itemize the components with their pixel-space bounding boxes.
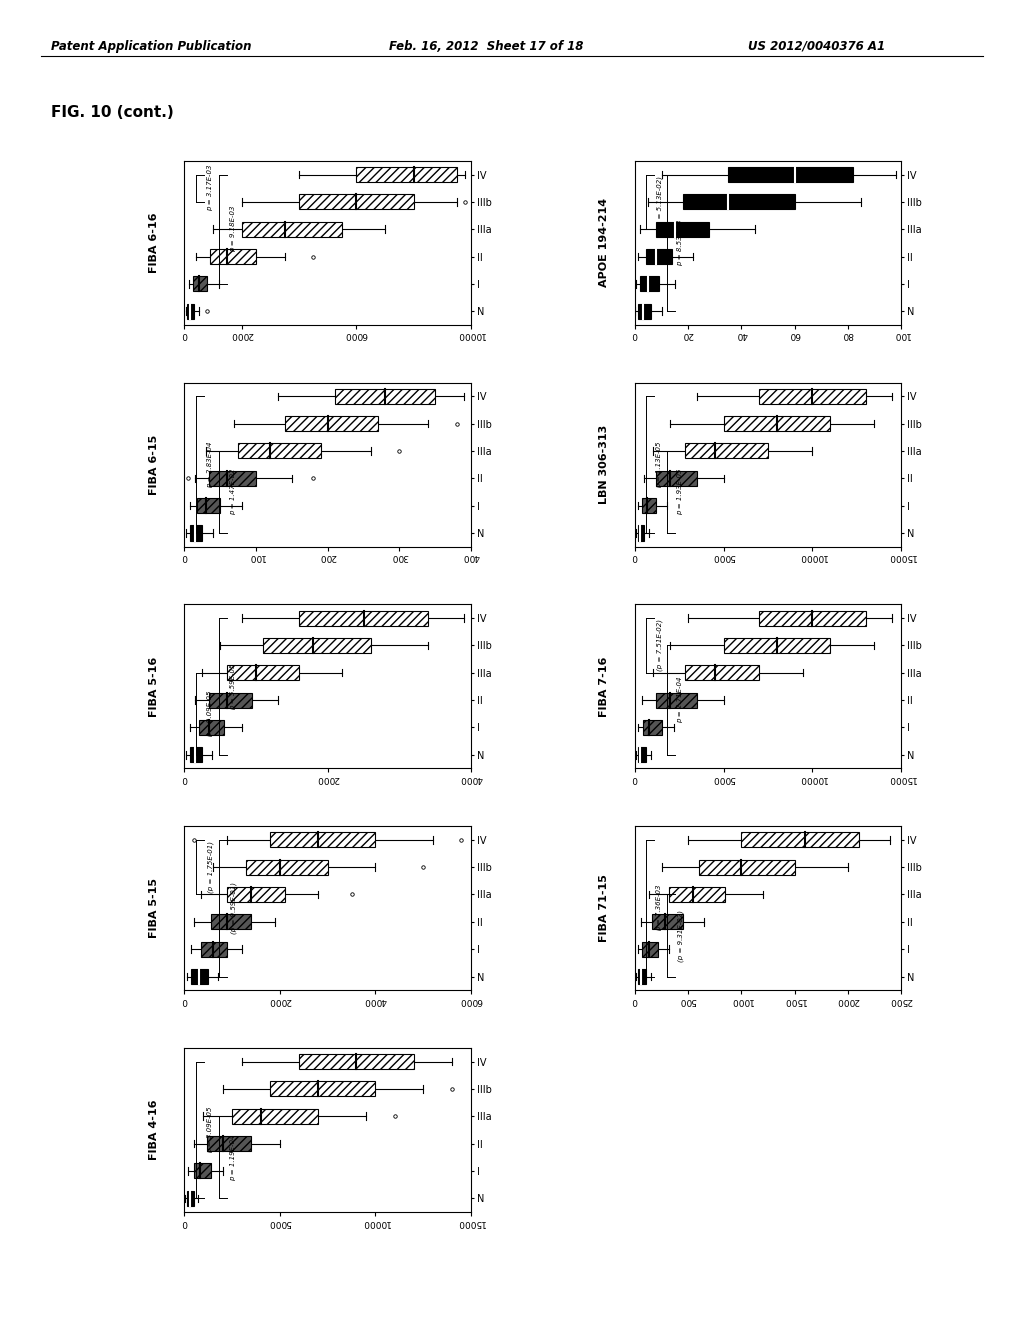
Bar bbox=[656, 222, 710, 236]
Bar bbox=[242, 222, 342, 236]
Text: FIG. 10 (cont.): FIG. 10 (cont.) bbox=[51, 104, 174, 120]
Text: p = 9.09E-05: p = 9.09E-05 bbox=[207, 690, 213, 737]
Text: FIBA 6-15: FIBA 6-15 bbox=[148, 434, 159, 495]
Text: FIBA 5-16: FIBA 5-16 bbox=[148, 656, 159, 717]
Text: FIBA 5-15: FIBA 5-15 bbox=[148, 878, 159, 939]
Text: Feb. 16, 2012  Sheet 17 of 18: Feb. 16, 2012 Sheet 17 of 18 bbox=[389, 40, 584, 53]
Text: p = 2.71E-04: p = 2.71E-04 bbox=[678, 677, 683, 723]
Text: p = 5.59E-05: p = 5.59E-05 bbox=[230, 663, 237, 710]
Text: FIBA 4-16: FIBA 4-16 bbox=[148, 1100, 159, 1160]
Bar bbox=[187, 304, 195, 318]
Text: p = 3.17E-03: p = 3.17E-03 bbox=[207, 165, 213, 211]
Text: (p = 5.13E-02): (p = 5.13E-02) bbox=[656, 176, 663, 228]
Bar bbox=[201, 941, 227, 957]
Bar bbox=[209, 471, 256, 486]
Bar bbox=[232, 1109, 318, 1123]
Bar bbox=[187, 1191, 194, 1205]
Bar bbox=[656, 471, 697, 486]
Bar bbox=[193, 276, 207, 292]
Bar bbox=[685, 444, 768, 458]
Text: LBN 306-313: LBN 306-313 bbox=[599, 425, 609, 504]
Text: p = 3.09E-05: p = 3.09E-05 bbox=[207, 1106, 213, 1154]
Text: FIBA 7-16: FIBA 7-16 bbox=[599, 656, 609, 717]
Bar bbox=[198, 498, 220, 513]
Bar bbox=[638, 969, 645, 983]
Text: FIBA 6-16: FIBA 6-16 bbox=[148, 213, 159, 273]
Bar bbox=[227, 665, 299, 680]
Bar bbox=[299, 611, 428, 626]
Bar bbox=[210, 249, 256, 264]
Bar bbox=[683, 194, 795, 210]
Bar bbox=[299, 194, 414, 210]
Bar bbox=[190, 747, 202, 762]
Bar bbox=[199, 719, 223, 735]
Bar bbox=[724, 638, 830, 653]
Text: (p = 9.59E-01): (p = 9.59E-01) bbox=[230, 882, 237, 935]
Text: p = 1.47E-02: p = 1.47E-02 bbox=[230, 469, 237, 515]
Text: (p = 1.75E-01): (p = 1.75E-01) bbox=[207, 841, 214, 894]
Text: p = 1.93E-05: p = 1.93E-05 bbox=[678, 469, 683, 515]
Bar bbox=[669, 887, 725, 902]
Bar bbox=[356, 168, 457, 182]
Bar bbox=[645, 249, 672, 264]
Bar bbox=[685, 665, 759, 680]
Bar bbox=[238, 444, 321, 458]
Bar bbox=[190, 525, 202, 540]
Bar bbox=[270, 833, 376, 847]
Bar bbox=[207, 1137, 251, 1151]
Text: p = 1.13E-05: p = 1.13E-05 bbox=[656, 441, 663, 488]
Text: APOE 194-214: APOE 194-214 bbox=[599, 198, 609, 288]
Bar bbox=[638, 747, 645, 762]
Bar bbox=[642, 498, 656, 513]
Text: p = 8.53E-03: p = 8.53E-03 bbox=[678, 219, 683, 267]
Bar bbox=[640, 276, 658, 292]
Bar bbox=[638, 525, 644, 540]
Bar bbox=[759, 389, 865, 404]
Bar bbox=[194, 1163, 211, 1179]
Text: p = 7.36E-03: p = 7.36E-03 bbox=[656, 884, 663, 932]
Bar bbox=[652, 915, 683, 929]
Text: p = 9.18E-03: p = 9.18E-03 bbox=[230, 206, 237, 252]
Bar bbox=[191, 969, 208, 983]
Text: (p = 7.51E-02): (p = 7.51E-02) bbox=[656, 619, 663, 672]
Bar bbox=[227, 887, 285, 902]
Text: FIBA 71-15: FIBA 71-15 bbox=[599, 874, 609, 942]
Text: p = 2.83E-04: p = 2.83E-04 bbox=[207, 441, 213, 488]
Bar bbox=[209, 693, 252, 708]
Bar bbox=[728, 168, 853, 182]
Bar bbox=[642, 941, 658, 957]
Text: Patent Application Publication: Patent Application Publication bbox=[51, 40, 252, 53]
Bar bbox=[741, 833, 858, 847]
Bar bbox=[211, 915, 251, 929]
Bar bbox=[638, 304, 651, 318]
Bar bbox=[759, 611, 865, 626]
Bar bbox=[698, 859, 795, 875]
Text: (p = 9.31E-02): (p = 9.31E-02) bbox=[678, 909, 684, 961]
Bar bbox=[643, 719, 662, 735]
Bar bbox=[270, 1081, 376, 1097]
Bar bbox=[724, 416, 830, 432]
Bar bbox=[299, 1055, 414, 1069]
Bar bbox=[656, 693, 697, 708]
Text: US 2012/0040376 A1: US 2012/0040376 A1 bbox=[748, 40, 885, 53]
Bar bbox=[285, 416, 378, 432]
Bar bbox=[263, 638, 371, 653]
Text: p = 1.19E-04: p = 1.19E-04 bbox=[230, 1134, 237, 1180]
Bar bbox=[247, 859, 328, 875]
Bar bbox=[335, 389, 435, 404]
